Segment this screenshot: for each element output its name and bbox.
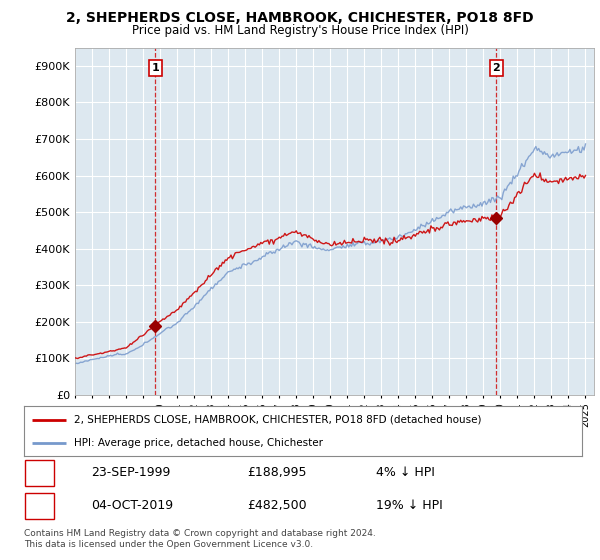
Text: 1: 1 [35,466,43,479]
Text: £482,500: £482,500 [247,499,307,512]
Text: HPI: Average price, detached house, Chichester: HPI: Average price, detached house, Chic… [74,438,323,448]
Text: 2, SHEPHERDS CLOSE, HAMBROOK, CHICHESTER, PO18 8FD (detached house): 2, SHEPHERDS CLOSE, HAMBROOK, CHICHESTER… [74,414,482,424]
Bar [25,493,53,519]
Text: 4% ↓ HPI: 4% ↓ HPI [376,466,434,479]
Text: Price paid vs. HM Land Registry's House Price Index (HPI): Price paid vs. HM Land Registry's House … [131,24,469,37]
Bar [25,460,53,486]
Text: 19% ↓ HPI: 19% ↓ HPI [376,499,442,512]
Text: 2: 2 [493,63,500,73]
Text: £188,995: £188,995 [247,466,307,479]
Text: 2, SHEPHERDS CLOSE, HAMBROOK, CHICHESTER, PO18 8FD: 2, SHEPHERDS CLOSE, HAMBROOK, CHICHESTER… [66,11,534,25]
Text: 04-OCT-2019: 04-OCT-2019 [91,499,173,512]
Text: 23-SEP-1999: 23-SEP-1999 [91,466,170,479]
Text: Contains HM Land Registry data © Crown copyright and database right 2024.
This d: Contains HM Land Registry data © Crown c… [24,529,376,549]
Text: 2: 2 [35,499,43,512]
Text: 1: 1 [152,63,160,73]
